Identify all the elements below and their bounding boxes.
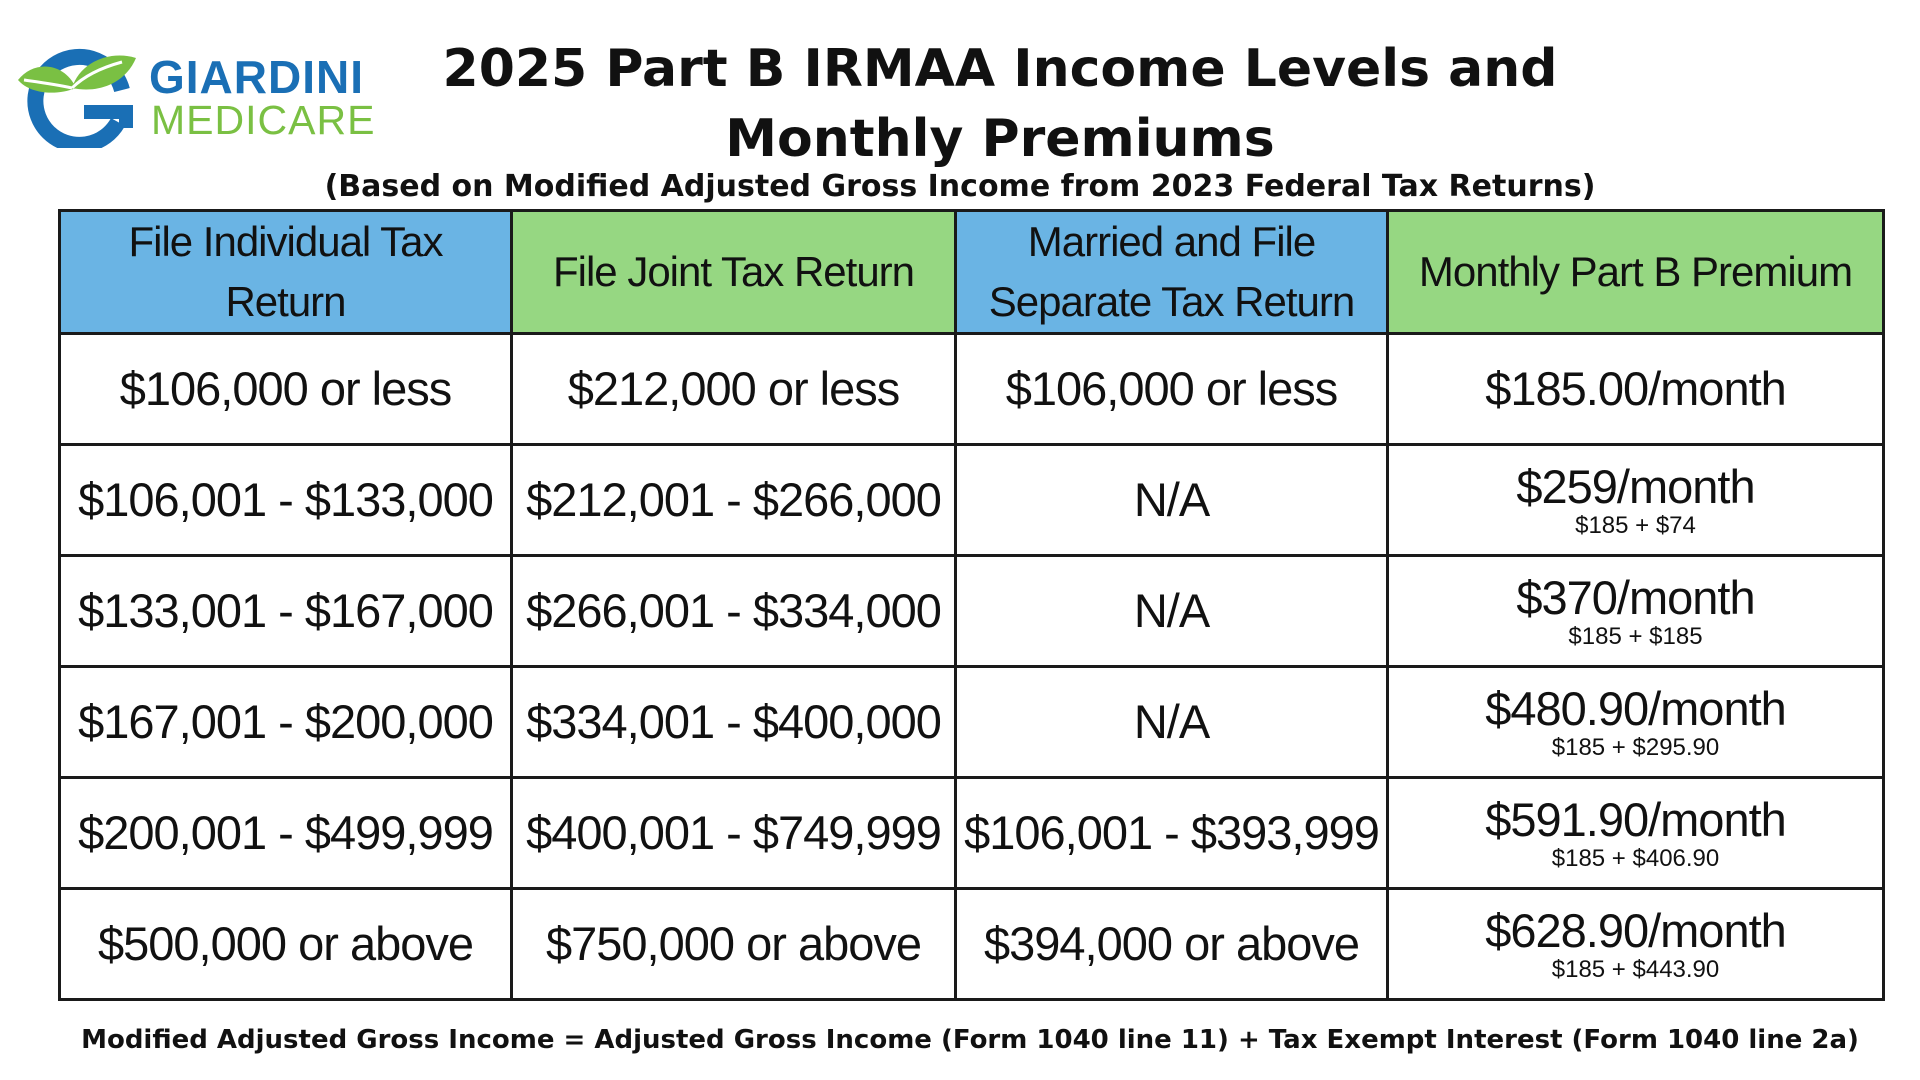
cell-separate: $394,000 or above (954, 887, 1389, 1001)
cell-individual: $167,001 - $200,000 (58, 665, 513, 779)
cell-individual: $133,001 - $167,000 (58, 554, 513, 668)
logo-name-line2: MEDICARE (151, 97, 376, 143)
header-individual: File Individual Tax Return (58, 209, 513, 335)
table-row: $133,001 - $167,000 $266,001 - $334,000 … (58, 554, 1885, 668)
table-row: $200,001 - $499,999 $400,001 - $749,999 … (58, 776, 1885, 890)
cell-premium: $591.90/month $185 + $406.90 (1386, 776, 1885, 890)
table-row: $167,001 - $200,000 $334,001 - $400,000 … (58, 665, 1885, 779)
page-title: 2025 Part B IRMAA Income Levels and Mont… (442, 39, 1558, 169)
cell-separate: $106,000 or less (954, 332, 1389, 446)
cell-separate: N/A (954, 443, 1389, 557)
cell-separate: $106,001 - $393,999 (954, 776, 1389, 890)
premium-amount: $628.90/month (1485, 904, 1787, 957)
premium-amount: $185.00/month (1485, 362, 1787, 415)
cell-individual: $106,001 - $133,000 (58, 443, 513, 557)
cell-premium: $628.90/month $185 + $443.90 (1386, 887, 1885, 1001)
header-premium: Monthly Part B Premium (1386, 209, 1885, 335)
cell-joint: $212,000 or less (510, 332, 957, 446)
cell-joint: $212,001 - $266,000 (510, 443, 957, 557)
table-row: $106,001 - $133,000 $212,001 - $266,000 … (58, 443, 1885, 557)
premium-amount: $370/month (1516, 571, 1755, 624)
footer-note: Modified Adjusted Gross Income = Adjuste… (81, 1025, 1859, 1055)
premium-amount: $591.90/month (1485, 793, 1787, 846)
premium-breakdown: $185 + $185 (1568, 623, 1703, 650)
cell-premium: $370/month $185 + $185 (1386, 554, 1885, 668)
cell-individual: $500,000 or above (58, 887, 513, 1001)
cell-premium: $185.00/month (1386, 332, 1885, 446)
logo: GIARDINI MEDICARE (14, 48, 374, 148)
cell-separate: N/A (954, 665, 1389, 779)
cell-separate: N/A (954, 554, 1389, 668)
premium-breakdown: $185 + $295.90 (1551, 734, 1720, 761)
header-joint: File Joint Tax Return (510, 209, 957, 335)
logo-name-line1: GIARDINI (149, 51, 364, 103)
header-separate: Married and File Separate Tax Return (954, 209, 1389, 335)
cell-joint: $334,001 - $400,000 (510, 665, 957, 779)
cell-individual: $106,000 or less (58, 332, 513, 446)
cell-individual: $200,001 - $499,999 (58, 776, 513, 890)
page-subtitle: (Based on Modified Adjusted Gross Income… (324, 169, 1596, 204)
irmaa-table: File Individual Tax Return File Joint Ta… (58, 209, 1885, 1001)
cell-joint: $750,000 or above (510, 887, 957, 1001)
logo-mark-icon (18, 48, 136, 148)
table-row: $106,000 or less $212,000 or less $106,0… (58, 332, 1885, 446)
premium-breakdown: $185 + $443.90 (1551, 956, 1720, 983)
premium-breakdown: $185 + $406.90 (1551, 845, 1720, 872)
cell-joint: $266,001 - $334,000 (510, 554, 957, 668)
premium-amount: $259/month (1516, 460, 1755, 513)
cell-joint: $400,001 - $749,999 (510, 776, 957, 890)
table-row: $500,000 or above $750,000 or above $394… (58, 887, 1885, 1001)
table-header-row: File Individual Tax Return File Joint Ta… (58, 209, 1885, 335)
premium-breakdown: $185 + $74 (1575, 512, 1696, 539)
premium-amount: $480.90/month (1485, 682, 1787, 735)
cell-premium: $259/month $185 + $74 (1386, 443, 1885, 557)
cell-premium: $480.90/month $185 + $295.90 (1386, 665, 1885, 779)
